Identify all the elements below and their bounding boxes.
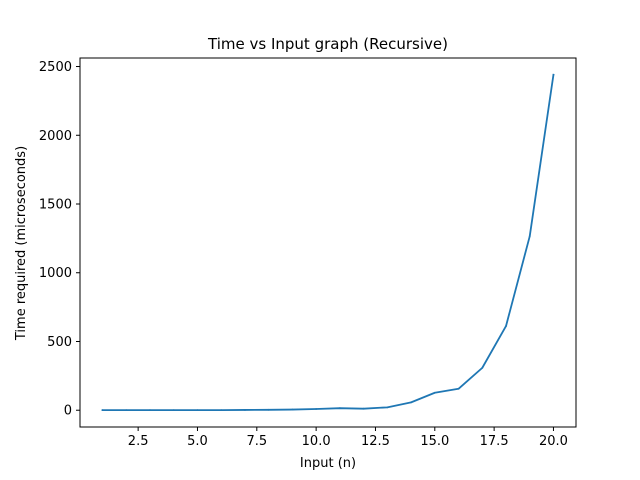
x-tick-label: 7.5 (246, 434, 267, 449)
y-tick-label: 1500 (39, 198, 72, 213)
series-line-0 (101, 73, 555, 411)
data-point (362, 407, 365, 410)
x-tick-label: 15.0 (420, 434, 449, 449)
data-point (481, 366, 484, 369)
y-axis-ticks: 0 500 1000 1500 2000 2500 (39, 60, 80, 419)
y-axis-label: Time required (microseconds) (14, 146, 29, 341)
data-point (528, 235, 531, 238)
y-tick-label: 500 (47, 335, 72, 350)
x-tick-label: 5.0 (187, 434, 208, 449)
data-point (267, 408, 270, 411)
axes-frame (79, 57, 577, 428)
data-point (386, 406, 389, 409)
x-tick-label: 17.5 (480, 434, 509, 449)
data-point (433, 391, 436, 394)
y-tick-label: 2500 (39, 60, 72, 75)
data-point (315, 408, 318, 410)
data-point (505, 325, 507, 327)
data-point (196, 409, 199, 411)
x-tick-label: 10.0 (302, 434, 331, 449)
x-tick-label: 20.0 (539, 434, 568, 449)
y-tick-label: 0 (64, 404, 72, 419)
data-point (552, 73, 555, 76)
y-tick-label: 2000 (39, 129, 72, 144)
x-axis-label: Input (n) (300, 456, 356, 471)
plot-area (101, 73, 555, 411)
data-point (172, 409, 175, 411)
chart-title: Time vs Input graph (Recursive) (207, 35, 448, 53)
x-tick-label: 2.5 (128, 434, 149, 449)
data-point (338, 407, 341, 410)
y-tick-label: 1000 (39, 266, 72, 281)
data-point (101, 409, 104, 411)
data-point (149, 409, 151, 411)
data-point (220, 409, 223, 411)
data-point (410, 401, 412, 404)
data-point (244, 409, 246, 411)
x-axis-ticks: 2.5 5.0 7.5 10.0 12.5 15.0 17.5 20.0 (128, 427, 568, 449)
data-point (457, 387, 460, 390)
data-point (125, 409, 128, 411)
data-point (291, 408, 294, 411)
x-tick-label: 12.5 (361, 434, 390, 449)
